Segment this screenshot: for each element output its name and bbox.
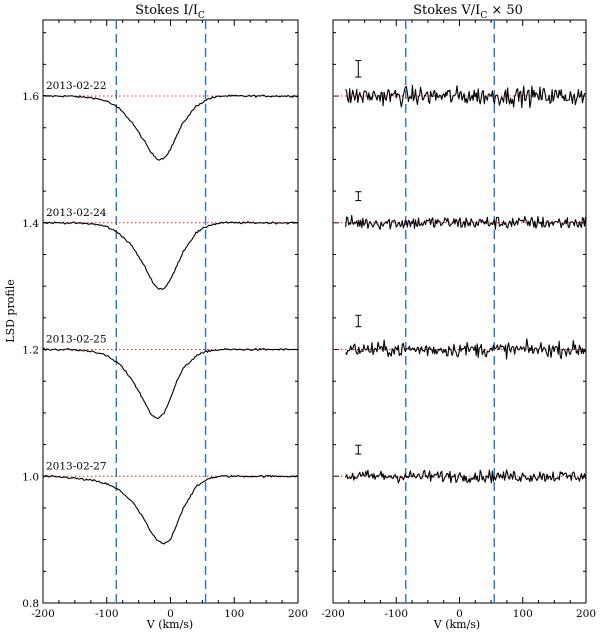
stokes-v-frame (332, 19, 587, 604)
stokes-i-date-label: 2013-02-24 (46, 207, 107, 219)
stokes-i-date-label: 2013-02-25 (46, 334, 107, 346)
stokes-i-xlabel: V (km/s) (146, 618, 193, 631)
stokes-v-xtick-label: 0 (456, 608, 463, 620)
stokes-i-profile-series (42, 221, 299, 290)
stokes-i-panel: Stokes I/IC LSD profile V (km/s) -200 -10… (4, 3, 308, 631)
stokes-v-xtick-label: 100 (513, 608, 533, 620)
stokes-i-xtick-label: 0 (167, 608, 174, 620)
stokes-i-ytick-label: 1.2 (22, 345, 39, 357)
stokes-i-frame (42, 19, 299, 604)
stokes-v-xtick-label: -200 (321, 608, 345, 620)
stokes-i-date-label: 2013-02-27 (46, 460, 107, 472)
stokes-v-plot-area: -200 -100 0 100 200 (321, 19, 596, 620)
stokes-i-date-label: 2013-02-22 (46, 80, 107, 92)
stokes-v-profile-series (345, 214, 587, 230)
stokes-i-plot-area: -200 -100 0 100 200 0.8 1.0 1.2 1.4 1.6 2013-02-22… (22, 19, 308, 620)
stokes-i-xtick-label: 200 (288, 608, 308, 620)
stokes-i-xtick-label: 100 (224, 608, 244, 620)
stokes-v-profile-series (345, 84, 586, 109)
stokes-i-ytick-label: 0.8 (22, 598, 39, 610)
stokes-i-profile-series (42, 474, 299, 545)
stokes-i-title: Stokes I/IC (135, 3, 205, 21)
stokes-v-profile-series (345, 469, 587, 484)
stokes-i-ylabel: LSD profile (4, 279, 17, 342)
stokes-i-ytick-label: 1.4 (22, 218, 39, 230)
stokes-i-xtick-label: -200 (31, 608, 55, 620)
stokes-v-xlabel: V (km/s) (433, 618, 480, 631)
stokes-i-ytick-label: 1.6 (22, 91, 39, 103)
stokes-v-xtick-label: -100 (384, 608, 408, 620)
stokes-i-profile-series (42, 347, 299, 420)
stokes-i-xtick-label: -100 (95, 608, 119, 620)
stokes-v-xtick-label: 200 (576, 608, 596, 620)
stokes-v-title: Stokes V/IC × 50 (413, 3, 523, 21)
stokes-v-profile-series (345, 338, 587, 360)
stokes-v-panel: Stokes V/IC × 50 V (km/s) -200 -100 0 100 20… (321, 3, 596, 631)
stokes-i-ytick-label: 1.0 (22, 471, 39, 483)
stokes-i-profile-series (42, 94, 299, 161)
